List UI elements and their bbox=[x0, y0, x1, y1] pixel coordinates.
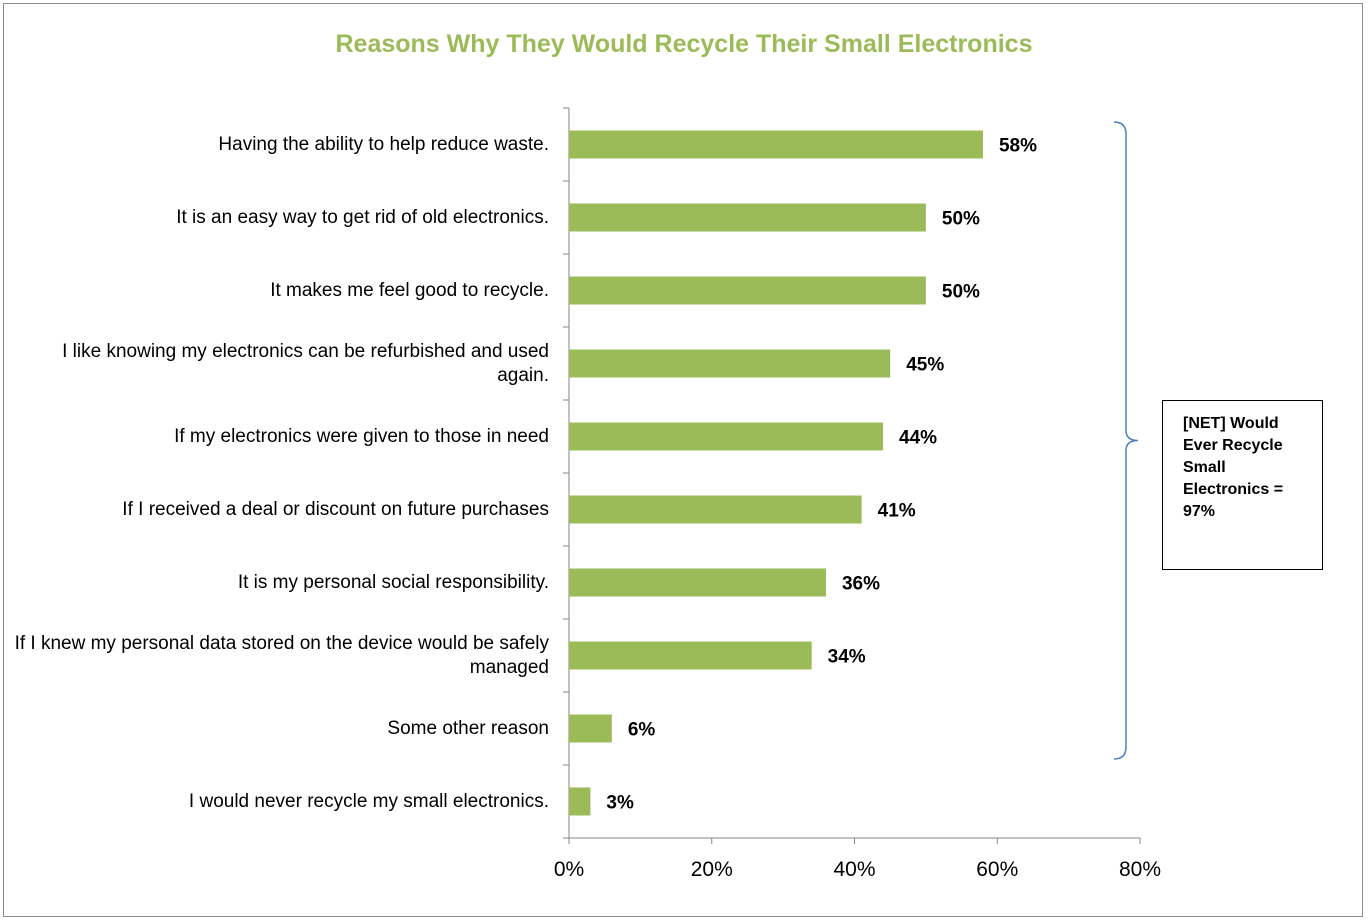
bar bbox=[569, 787, 591, 816]
bar bbox=[569, 203, 926, 232]
category-label: It is my personal social responsibility. bbox=[237, 571, 549, 593]
category-label: I like knowing my electronics can be ref… bbox=[62, 340, 549, 386]
data-label: 45% bbox=[906, 355, 944, 376]
chart-frame bbox=[3, 3, 1363, 917]
bar bbox=[569, 714, 612, 743]
x-tick-label: 80% bbox=[1119, 858, 1161, 881]
category-label: It makes me feel good to recycle. bbox=[270, 279, 549, 301]
data-label: 41% bbox=[878, 501, 916, 522]
bar bbox=[569, 641, 812, 670]
x-tick-label: 0% bbox=[554, 858, 584, 881]
data-label: 50% bbox=[942, 282, 980, 303]
category-label: Some other reason bbox=[387, 717, 549, 739]
x-tick-label: 20% bbox=[691, 858, 733, 881]
data-label: 3% bbox=[606, 793, 634, 814]
x-tick-label: 40% bbox=[833, 858, 875, 881]
bar bbox=[569, 422, 884, 451]
bar bbox=[569, 276, 926, 305]
bar bbox=[569, 568, 826, 597]
category-label: If my electronics were given to those in… bbox=[174, 425, 549, 447]
category-label: Having the ability to help reduce waste. bbox=[218, 133, 549, 155]
data-label: 58% bbox=[999, 136, 1037, 157]
data-label: 6% bbox=[628, 720, 656, 741]
category-label: If I knew my personal data stored on the… bbox=[14, 632, 549, 678]
net-bracket bbox=[1113, 121, 1139, 760]
category-label: I would never recycle my small electroni… bbox=[188, 790, 549, 812]
bar bbox=[569, 349, 891, 378]
bar bbox=[569, 130, 983, 159]
category-label: If I received a deal or discount on futu… bbox=[122, 498, 549, 520]
data-label: 36% bbox=[842, 574, 880, 595]
data-label: 44% bbox=[899, 428, 937, 449]
x-tick-label: 60% bbox=[976, 858, 1018, 881]
data-label: 50% bbox=[942, 209, 980, 230]
data-label: 34% bbox=[828, 647, 866, 668]
net-annotation-box: [NET] Would Ever Recycle Small Electroni… bbox=[1162, 400, 1323, 570]
category-label: It is an easy way to get rid of old elec… bbox=[176, 206, 549, 228]
chart-title: Reasons Why They Would Recycle Their Sma… bbox=[335, 30, 1033, 58]
bar bbox=[569, 495, 862, 524]
